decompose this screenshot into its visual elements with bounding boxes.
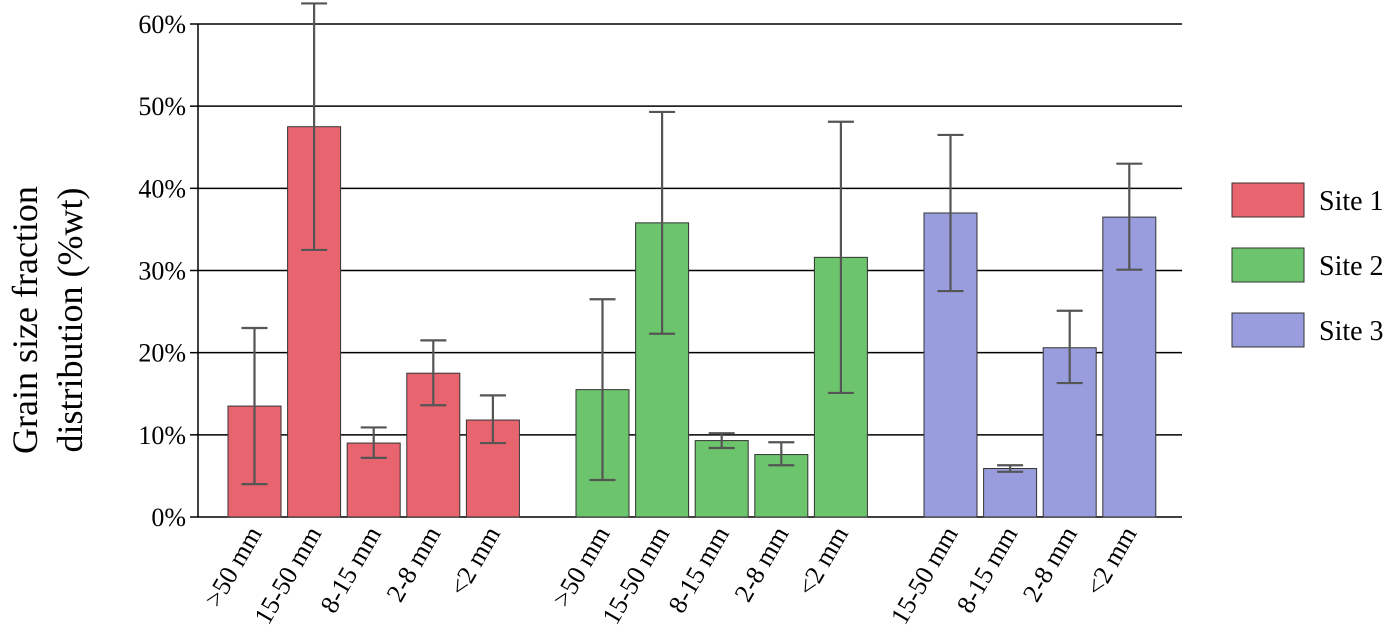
legend-label: Site 3 xyxy=(1319,316,1384,347)
y-tick-label: 50% xyxy=(138,92,186,121)
bar xyxy=(983,468,1038,518)
gridlines xyxy=(190,23,1182,518)
legend-swatch xyxy=(1231,247,1305,283)
legend-label: Site 1 xyxy=(1319,186,1384,217)
y-tick-label: 0% xyxy=(151,503,186,532)
y-tick-label: 20% xyxy=(138,339,186,368)
y-tick-label: 10% xyxy=(138,421,186,450)
y-tick-label: 60% xyxy=(138,10,186,39)
y-tick-labels: 0% 10% 20% 30% 40% 50% 60% xyxy=(138,10,186,532)
legend-label: Site 2 xyxy=(1319,251,1384,282)
x-category-label: 15-50 mm xyxy=(885,522,964,630)
y-tick-label: 30% xyxy=(138,257,186,286)
x-category-label: <2 mm xyxy=(792,522,854,601)
bars xyxy=(227,126,1157,518)
bar xyxy=(694,440,749,518)
x-category-label: <2 mm xyxy=(444,522,506,601)
x-category-label: 2-8 mm xyxy=(729,522,795,607)
legend-swatch xyxy=(1231,182,1305,218)
x-category-label: <2 mm xyxy=(1080,522,1142,601)
x-category-label: 2-8 mm xyxy=(381,522,447,607)
x-category-label: 2-8 mm xyxy=(1017,522,1083,607)
legend: Site 1 Site 2 Site 3 xyxy=(1231,182,1384,348)
legend-swatch xyxy=(1231,312,1305,348)
y-axis-title-line-2: distribution (%wt) xyxy=(50,188,90,453)
y-tick-label: 40% xyxy=(138,174,186,203)
y-axis-title-line-1: Grain size fraction xyxy=(5,186,45,454)
error-bars xyxy=(241,2,1143,486)
